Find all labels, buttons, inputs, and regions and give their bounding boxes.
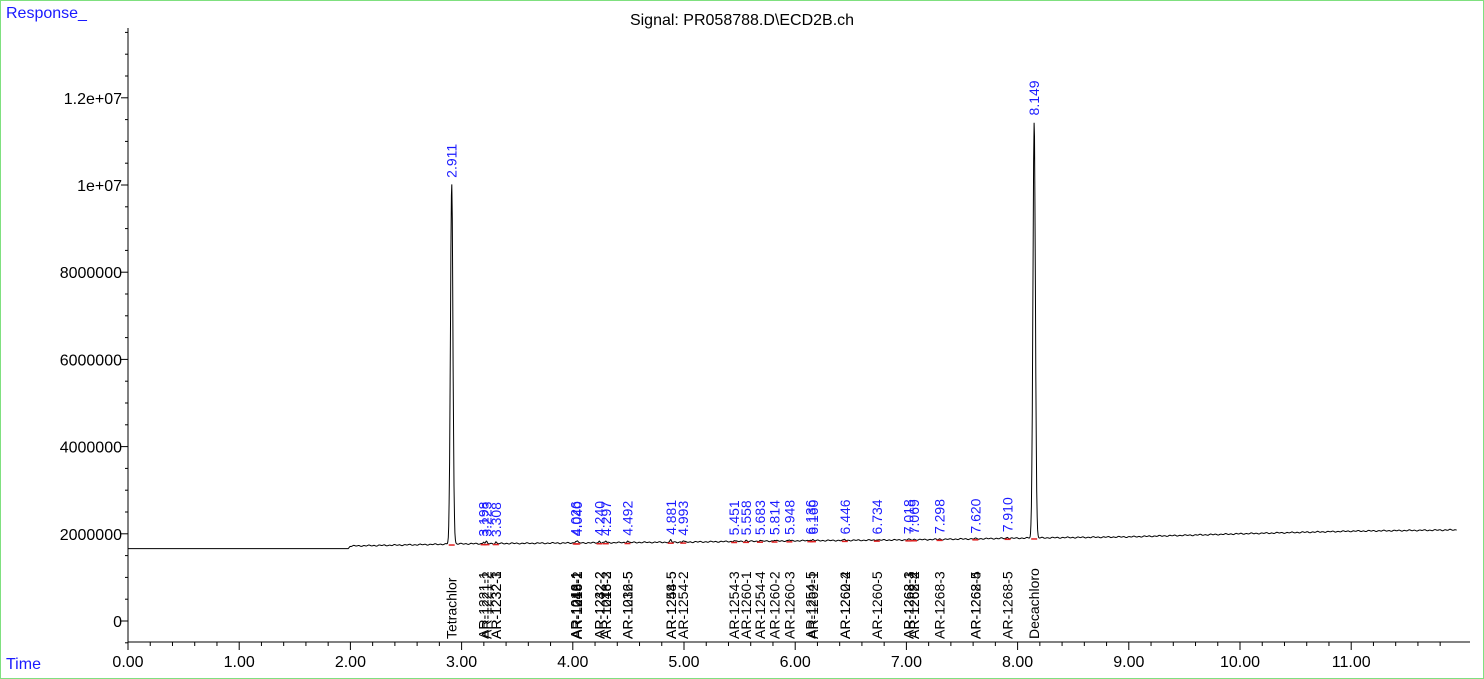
compound-name-label: AR-1016-2 <box>569 571 585 639</box>
compound-name-label: AR-1254-5 <box>802 571 818 639</box>
compound-name-label: AR-1254-5 <box>663 571 679 639</box>
compound-name-label: AR-1016-3 <box>598 571 614 639</box>
retention-time-label: 6.734 <box>869 499 885 534</box>
x-tick-label: 1.00 <box>224 654 255 671</box>
compound-name-label: Decachloro <box>1026 568 1042 639</box>
compound-name-label: AR-1254-2 <box>675 571 691 639</box>
compound-name-label: AR-1262-2 <box>837 571 853 639</box>
retention-time-label: 4.240 <box>591 501 607 536</box>
compound-name-label: AR-1248-1 <box>569 571 585 639</box>
compound-name-label: AR-1254-3 <box>726 571 742 639</box>
compound-name-label: AR-1260-4 <box>837 571 853 639</box>
x-tick-label: 11.00 <box>1332 654 1371 671</box>
retention-time-label: 4.993 <box>675 501 691 536</box>
compound-name-label: AR-1260-3 <box>781 571 797 639</box>
retention-time-label: 5.814 <box>767 500 783 535</box>
x-tick-label: 2.00 <box>335 654 366 671</box>
signal-trace <box>128 122 1457 550</box>
x-tick-label: 5.00 <box>668 654 699 671</box>
compound-name-label: AR-1262-3 <box>900 571 916 639</box>
retention-time-label: 6.136 <box>802 499 818 534</box>
x-tick-label: 4.00 <box>557 654 588 671</box>
retention-time-label: 3.198 <box>476 501 492 536</box>
compound-name-label: AR-1260-1 <box>738 571 754 639</box>
retention-time-label: 7.298 <box>932 499 948 534</box>
retention-time-label: 5.451 <box>726 500 742 535</box>
compound-name-label: AR-1248-2 <box>598 571 614 639</box>
y-tick-label: 8000000 <box>60 265 122 282</box>
retention-time-label: 2.911 <box>444 144 460 178</box>
y-tick-label: 6000000 <box>60 352 122 369</box>
compound-name-label: AR-1268-4 <box>967 571 983 639</box>
x-tick-label: 7.00 <box>891 654 922 671</box>
y-tick-label: 2000000 <box>60 527 122 544</box>
compound-name-label: AR-1242-1 <box>568 571 584 639</box>
compound-name-label: AR-1221-2 <box>478 571 494 639</box>
y-tick-label: 4000000 <box>60 440 122 457</box>
compound-name-label: AR-1268-2 <box>906 571 922 639</box>
compound-name-label: AR-1262-4 <box>906 571 922 639</box>
y-tick-label: 1.2e+07 <box>64 91 122 108</box>
compound-name-label: AR-1262-1 <box>805 571 821 639</box>
y-tick-label: 0 <box>113 614 122 631</box>
y-axis-title: Response_ <box>6 5 87 22</box>
compound-name-label: AR-1016-5 <box>620 571 636 639</box>
retention-time-label: 5.683 <box>752 500 768 535</box>
x-tick-label: 8.00 <box>1002 654 1033 671</box>
retention-time-label: 6.446 <box>837 499 853 534</box>
retention-time-label: 4.040 <box>569 501 585 536</box>
compound-name-label: AR-1232-1 <box>488 571 504 639</box>
compound-name-label: AR-1232-3 <box>488 571 504 639</box>
retention-time-label: 6.160 <box>805 499 821 534</box>
compound-name-label: AR-1260-2 <box>767 571 783 639</box>
compound-name-label: AR-1262-5 <box>967 571 983 639</box>
retention-time-label: 7.620 <box>967 498 983 533</box>
retention-time-label: 5.948 <box>781 500 797 535</box>
compound-name-label: AR-1268-5 <box>1000 571 1016 639</box>
compound-name-label: AR-1232-5 <box>620 571 636 639</box>
x-axis-title: Time <box>6 656 41 673</box>
x-tick-label: 9.00 <box>1113 654 1144 671</box>
compound-name-label: AR-1268-3 <box>932 571 948 639</box>
compound-name-label: AR-1232-2 <box>591 571 607 639</box>
retention-time-label: 4.026 <box>568 501 584 536</box>
retention-time-label: 7.910 <box>1000 497 1016 532</box>
retention-time-label: 4.297 <box>598 501 614 536</box>
x-tick-label: 10.00 <box>1220 654 1260 671</box>
retention-time-label: 3.308 <box>488 502 504 537</box>
retention-time-label: 3.223 <box>478 501 494 536</box>
retention-time-label: 5.558 <box>738 500 754 535</box>
compound-name-label: AR-1248-5 <box>663 571 679 639</box>
y-tick-label: 1e+07 <box>77 178 122 195</box>
compound-name-label: AR-1254-4 <box>752 571 768 639</box>
retention-time-label: 7.018 <box>900 499 916 534</box>
retention-time-label: 7.069 <box>906 499 922 534</box>
compound-name-label: AR-1016-1 <box>568 571 584 639</box>
x-tick-label: 3.00 <box>446 654 477 671</box>
retention-time-label: 4.881 <box>663 500 679 535</box>
retention-time-label: 8.149 <box>1026 80 1042 115</box>
compound-name-label: AR-1242-2 <box>591 571 607 639</box>
compound-name-label: Tetrachlor <box>444 577 460 639</box>
compound-name-label: AR-1268-1 <box>900 571 916 639</box>
x-tick-label: 0.00 <box>112 654 143 671</box>
retention-time-label: 4.492 <box>620 501 636 536</box>
compound-name-label: AR-1221-1 <box>476 571 492 639</box>
x-tick-label: 6.00 <box>780 654 811 671</box>
compound-name-label: AR-1260-5 <box>869 571 885 639</box>
chart-title: Signal: PR058788.D\ECD2B.ch <box>629 12 855 29</box>
